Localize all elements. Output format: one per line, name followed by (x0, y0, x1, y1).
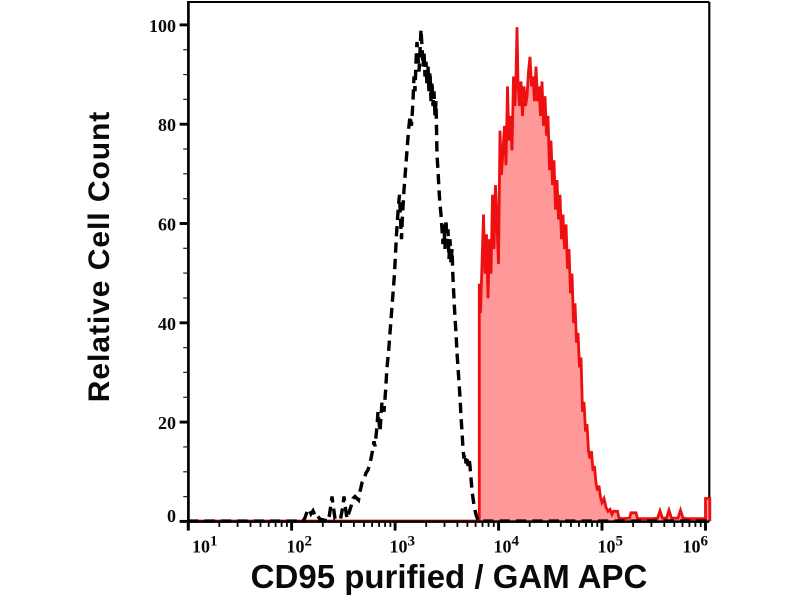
svg-text:4: 4 (512, 534, 520, 550)
svg-text:10: 10 (390, 537, 408, 557)
svg-text:Relative Cell Count: Relative Cell Count (83, 111, 116, 402)
svg-text:10: 10 (192, 537, 210, 557)
svg-text:10: 10 (494, 537, 512, 557)
svg-text:10: 10 (598, 537, 616, 557)
svg-text:0: 0 (167, 506, 176, 526)
svg-text:5: 5 (616, 534, 624, 550)
svg-text:60: 60 (158, 215, 176, 235)
svg-text:3: 3 (408, 534, 416, 550)
svg-text:1: 1 (210, 534, 218, 550)
svg-text:6: 6 (701, 534, 709, 550)
svg-text:100: 100 (149, 16, 176, 36)
svg-text:20: 20 (158, 413, 176, 433)
svg-text:CD95 purified / GAM APC: CD95 purified / GAM APC (251, 558, 648, 595)
svg-text:10: 10 (683, 537, 701, 557)
svg-text:80: 80 (158, 115, 176, 135)
svg-text:10: 10 (287, 537, 305, 557)
svg-text:2: 2 (305, 534, 313, 550)
svg-text:40: 40 (158, 314, 176, 334)
